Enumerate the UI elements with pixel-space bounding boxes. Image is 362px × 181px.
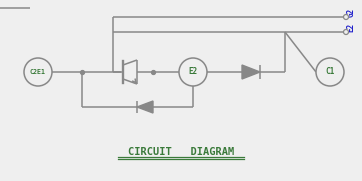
Circle shape [316,58,344,86]
Text: CIRCUIT   DIAGRAM: CIRCUIT DIAGRAM [128,147,234,157]
Text: G2: G2 [346,8,355,17]
Circle shape [179,58,207,86]
Text: C2E1: C2E1 [30,69,46,75]
Circle shape [344,14,349,20]
Polygon shape [242,65,260,79]
Text: C1: C1 [325,68,334,77]
Circle shape [24,58,52,86]
Text: E2: E2 [188,68,198,77]
Text: E2: E2 [346,23,355,32]
Polygon shape [137,101,153,113]
Circle shape [344,30,349,35]
